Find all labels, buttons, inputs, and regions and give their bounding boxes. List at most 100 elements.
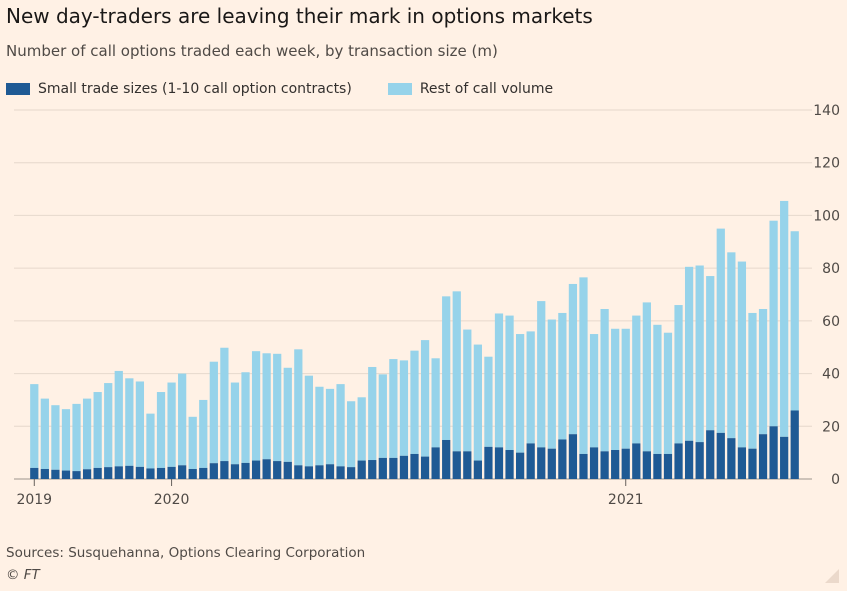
bar-small-trades-20 bbox=[241, 462, 250, 479]
bar-rest-volume-51 bbox=[568, 283, 578, 435]
bar-rest-volume-57 bbox=[632, 315, 641, 444]
bar-rest-volume-67 bbox=[737, 261, 747, 448]
bar-rest-volume-13 bbox=[167, 382, 176, 467]
bar-small-trades-70 bbox=[769, 426, 778, 479]
bar-rest-volume-24 bbox=[283, 367, 292, 462]
bar-small-trades-50 bbox=[558, 439, 567, 479]
bar-rest-volume-52 bbox=[579, 277, 588, 454]
bar-small-trades-68 bbox=[748, 448, 757, 479]
bar-rest-volume-16 bbox=[199, 399, 208, 468]
bar-rest-volume-53 bbox=[589, 334, 599, 448]
bar-rest-volume-18 bbox=[220, 347, 229, 462]
bar-small-trades-4 bbox=[72, 471, 81, 479]
bar-rest-volume-49 bbox=[547, 319, 556, 449]
bar-small-trades-34 bbox=[389, 457, 398, 479]
bar-small-trades-24 bbox=[283, 461, 292, 479]
bar-small-trades-25 bbox=[294, 465, 303, 479]
bar-rest-volume-28 bbox=[325, 388, 335, 465]
bar-small-trades-31 bbox=[357, 460, 366, 479]
bar-small-trades-47 bbox=[526, 443, 535, 479]
bar-rest-volume-48 bbox=[537, 301, 546, 448]
bar-rest-volume-19 bbox=[230, 382, 240, 465]
bar-small-trades-38 bbox=[431, 447, 440, 479]
y-tick-label-100: 100 bbox=[813, 208, 840, 224]
legend-item-rest-volume: Rest of call volume bbox=[387, 81, 554, 97]
bar-small-trades-36 bbox=[410, 453, 419, 479]
bar-small-trades-18 bbox=[220, 461, 229, 479]
bar-small-trades-43 bbox=[484, 446, 493, 479]
bar-small-trades-37 bbox=[420, 456, 430, 479]
bar-rest-volume-63 bbox=[695, 265, 704, 443]
bar-small-trades-0 bbox=[30, 467, 39, 479]
bar-small-trades-56 bbox=[621, 448, 630, 479]
bar-small-trades-13 bbox=[167, 466, 176, 479]
bar-rest-volume-46 bbox=[515, 334, 525, 453]
bar-rest-volume-60 bbox=[663, 332, 673, 454]
legend-label-small-trades: Small trade sizes (1-10 call option cont… bbox=[38, 81, 352, 97]
bar-rest-volume-5 bbox=[82, 398, 92, 470]
bar-rest-volume-33 bbox=[378, 374, 387, 458]
bar-rest-volume-37 bbox=[420, 340, 430, 457]
bar-small-trades-26 bbox=[304, 466, 314, 479]
bar-small-trades-16 bbox=[199, 467, 208, 479]
bar-rest-volume-50 bbox=[558, 312, 567, 440]
bar-small-trades-33 bbox=[378, 457, 387, 479]
bar-rest-volume-70 bbox=[769, 220, 778, 427]
bar-small-trades-19 bbox=[230, 464, 240, 479]
bar-rest-volume-26 bbox=[304, 375, 314, 467]
bar-small-trades-45 bbox=[505, 450, 514, 479]
bar-small-trades-54 bbox=[600, 451, 609, 479]
bar-small-trades-28 bbox=[325, 464, 335, 479]
chart-title: New day-traders are leaving their mark i… bbox=[6, 4, 593, 28]
bar-rest-volume-58 bbox=[642, 302, 651, 452]
bar-rest-volume-40 bbox=[452, 291, 461, 452]
bar-small-trades-58 bbox=[642, 451, 651, 479]
bar-rest-volume-23 bbox=[273, 353, 282, 462]
bar-small-trades-30 bbox=[347, 467, 356, 479]
bar-small-trades-57 bbox=[632, 443, 641, 479]
bar-rest-volume-66 bbox=[727, 252, 736, 439]
bar-rest-volume-32 bbox=[368, 366, 377, 461]
bar-rest-volume-43 bbox=[484, 356, 493, 447]
bar-small-trades-40 bbox=[452, 451, 461, 479]
y-tick-label-140: 140 bbox=[813, 103, 840, 119]
bar-rest-volume-27 bbox=[315, 386, 324, 466]
bar-rest-volume-6 bbox=[93, 392, 102, 468]
chart-subtitle: Number of call options traded each week,… bbox=[6, 42, 498, 60]
bar-rest-volume-17 bbox=[209, 361, 218, 464]
bar-small-trades-64 bbox=[706, 430, 715, 479]
bar-rest-volume-47 bbox=[526, 331, 535, 444]
x-tick-label-2020: 2020 bbox=[154, 492, 190, 508]
bar-rest-volume-30 bbox=[347, 401, 356, 468]
bar-rest-volume-56 bbox=[621, 328, 630, 449]
bar-small-trades-67 bbox=[737, 447, 747, 479]
bar-small-trades-8 bbox=[114, 466, 123, 479]
bar-small-trades-69 bbox=[758, 434, 768, 479]
bar-small-trades-46 bbox=[515, 452, 525, 479]
bar-small-trades-12 bbox=[156, 467, 166, 479]
bar-small-trades-44 bbox=[494, 447, 504, 479]
bar-small-trades-63 bbox=[695, 442, 704, 479]
legend-label-rest-volume: Rest of call volume bbox=[419, 81, 554, 97]
bar-rest-volume-44 bbox=[494, 313, 504, 448]
stacked-bar-chart: 0 20 40 60 80 100 120 140 2019 2020 2021 bbox=[14, 103, 840, 508]
bar-rest-volume-7 bbox=[104, 383, 113, 468]
bar-small-trades-52 bbox=[579, 453, 588, 479]
bar-small-trades-21 bbox=[251, 460, 261, 479]
bar-rest-volume-15 bbox=[188, 416, 197, 469]
bar-rest-volume-61 bbox=[674, 305, 683, 444]
y-tick-label-0: 0 bbox=[831, 472, 840, 488]
bar-small-trades-2 bbox=[51, 469, 60, 479]
bar-small-trades-62 bbox=[684, 440, 694, 479]
bar-small-trades-65 bbox=[716, 432, 725, 479]
bar-rest-volume-4 bbox=[72, 403, 81, 472]
sources-note: Sources: Susquehanna, Options Clearing C… bbox=[6, 545, 366, 561]
corner-triangle-icon bbox=[825, 569, 839, 583]
bar-small-trades-9 bbox=[125, 465, 134, 479]
bar-small-trades-6 bbox=[93, 467, 102, 479]
bar-small-trades-22 bbox=[262, 459, 271, 479]
bar-rest-volume-0 bbox=[30, 384, 39, 468]
y-tick-label-120: 120 bbox=[813, 156, 840, 172]
bar-small-trades-15 bbox=[188, 468, 197, 479]
bar-rest-volume-45 bbox=[505, 315, 514, 451]
